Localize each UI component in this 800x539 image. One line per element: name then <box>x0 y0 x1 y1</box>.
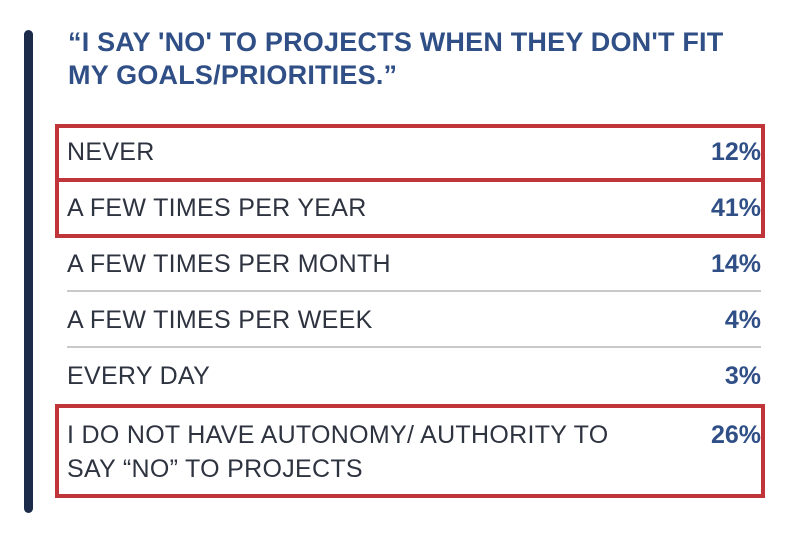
row-label: NEVER <box>67 138 155 166</box>
row-label: EVERY DAY <box>67 362 211 390</box>
row-value: 26% <box>710 421 761 449</box>
row-few-times-per-week: A FEW TIMES PER WEEK 4% <box>55 292 765 348</box>
row-value: 3% <box>724 362 761 390</box>
row-label: A FEW TIMES PER MONTH <box>67 250 391 278</box>
results-table: NEVER 12% A FEW TIMES PER YEAR 41% A FEW… <box>55 124 765 498</box>
chart-title: “I SAY 'NO' TO PROJECTS WHEN THEY DON'T … <box>68 27 724 90</box>
row-few-times-per-year: A FEW TIMES PER YEAR 41% <box>55 180 765 236</box>
row-value: 41% <box>710 194 761 222</box>
row-no-autonomy: I DO NOT HAVE AUTONOMY/ AUTHORITY TO SAY… <box>55 404 765 496</box>
row-few-times-per-month: A FEW TIMES PER MONTH 14% <box>55 236 765 292</box>
row-value: 14% <box>710 250 761 278</box>
row-label: I DO NOT HAVE AUTONOMY/ AUTHORITY TO SAY… <box>67 421 609 483</box>
row-label: A FEW TIMES PER WEEK <box>67 306 373 334</box>
row-label: A FEW TIMES PER YEAR <box>67 194 367 222</box>
row-value: 4% <box>724 306 761 334</box>
row-never: NEVER 12% <box>55 124 765 180</box>
side-accent-bar <box>24 30 33 513</box>
row-every-day: EVERY DAY 3% <box>55 348 765 404</box>
row-value: 12% <box>710 138 761 166</box>
